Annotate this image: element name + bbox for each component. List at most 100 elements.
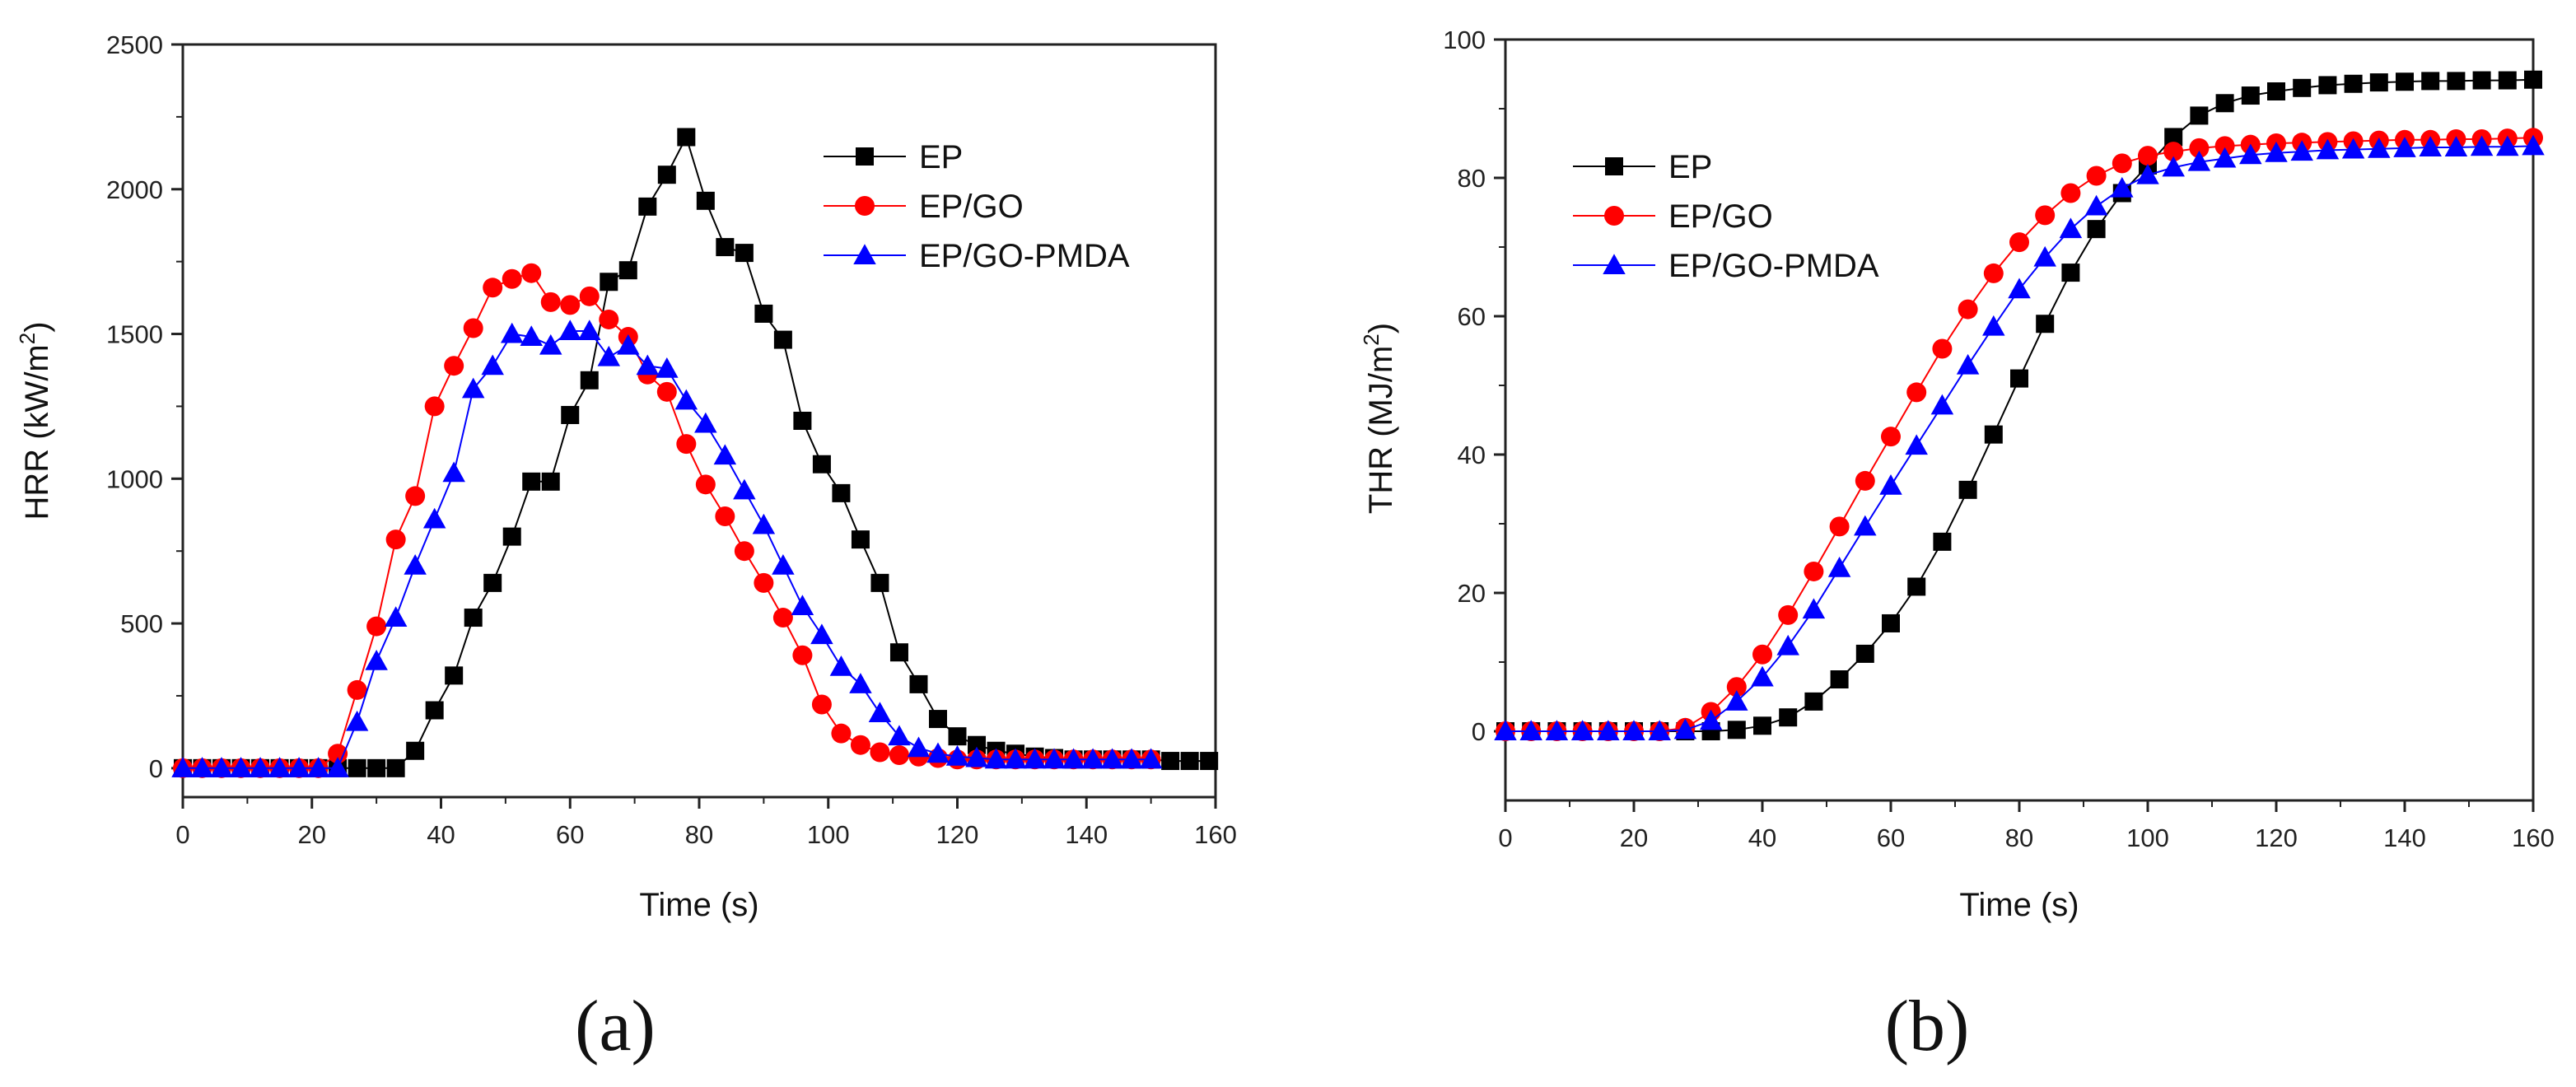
x-tick-label: 160 — [2512, 823, 2555, 852]
data-point-ep-go-pmda — [171, 757, 194, 777]
data-point-ep-go — [811, 694, 832, 715]
data-point-ep-go-pmda — [1545, 720, 1569, 740]
data-point-ep — [638, 197, 657, 216]
data-point-ep — [968, 735, 987, 754]
legend-entry: EP/GO — [1573, 198, 1773, 235]
plot-frame — [181, 43, 1217, 799]
series-group — [171, 128, 1219, 778]
data-point-ep — [1200, 752, 1219, 771]
data-point-ep-go-pmda — [1570, 720, 1594, 740]
data-point-ep-go — [405, 486, 426, 506]
data-point-ep-go — [2138, 146, 2158, 166]
data-point-ep — [425, 701, 444, 720]
x-tick-label: 100 — [807, 820, 850, 849]
x-tick-label: 20 — [298, 820, 326, 849]
axis-ticks: 0 20 40 60 80 100 120 140 160 0 20 40 60 80 100 — [1443, 26, 2555, 852]
data-point-ep — [348, 758, 366, 777]
data-point-ep — [2267, 82, 2285, 100]
data-point-ep — [2164, 128, 2183, 147]
x-tick-label: 100 — [2126, 823, 2169, 852]
data-point-ep — [1984, 425, 2003, 444]
data-point-ep — [870, 573, 889, 592]
y-tick-label: 80 — [1458, 164, 1486, 193]
data-point-ep — [2344, 74, 2363, 93]
data-point-ep — [2010, 369, 2028, 388]
data-point-ep-go-pmda — [2136, 163, 2159, 184]
data-point-ep-go-pmda — [1622, 720, 1645, 740]
data-point-ep-go — [328, 744, 348, 764]
data-point-ep — [1727, 721, 1746, 739]
x-tick-label: 60 — [1877, 823, 1905, 852]
data-point-ep — [1907, 577, 1926, 596]
data-point-ep — [541, 472, 560, 491]
data-point-ep — [600, 273, 618, 292]
data-point-ep-go-pmda — [752, 513, 776, 534]
y-axis-title: THR (MJ/m2) — [1359, 323, 1399, 514]
data-point-ep-go-pmda — [2033, 245, 2056, 267]
data-point-ep-go-pmda — [636, 354, 660, 376]
data-point-ep-go-pmda — [888, 725, 911, 746]
data-point-ep-go — [772, 608, 793, 628]
data-point-ep-go-pmda — [2393, 137, 2416, 157]
data-point-ep-go — [424, 396, 445, 417]
data-point-ep — [832, 483, 851, 502]
data-point-ep-go-pmda — [384, 606, 408, 627]
data-point-ep-go-pmda — [2187, 150, 2211, 171]
data-point-ep-go-pmda — [1802, 598, 1826, 619]
data-point-ep — [1958, 480, 1977, 499]
data-point-ep-go-pmda — [907, 736, 931, 758]
data-point-ep-go — [483, 278, 503, 298]
data-point-ep — [909, 674, 928, 693]
data-point-ep-go — [540, 292, 561, 312]
data-point-ep-go — [1906, 382, 1927, 403]
y-tick-label: 60 — [1458, 302, 1486, 331]
data-point-ep-go — [870, 742, 890, 763]
data-point-ep-go — [502, 268, 522, 289]
x-tick-label: 160 — [1194, 820, 1237, 849]
y-axis-title: HRR (kW/m2) — [15, 321, 55, 520]
data-point-ep-go-pmda — [945, 745, 969, 766]
legend-entry: EP/GO — [824, 189, 1024, 225]
data-point-ep-go-pmda — [2265, 142, 2288, 162]
data-point-ep-go-pmda — [365, 650, 388, 670]
data-point-ep-go — [1855, 470, 1875, 491]
series-line-ep — [183, 134, 1210, 769]
series-group — [1494, 70, 2545, 741]
data-point-ep-go — [1778, 604, 1799, 625]
data-point-ep-go-pmda — [306, 757, 330, 777]
data-point-ep-go — [831, 723, 852, 744]
data-point-ep-go-pmda — [1751, 665, 1774, 687]
data-point-ep-go-pmda — [1905, 434, 1928, 455]
data-point-ep — [464, 609, 483, 627]
data-point-ep-go-pmda — [404, 554, 427, 575]
data-point-ep — [1830, 670, 1849, 688]
data-point-ep-go-pmda — [229, 757, 253, 777]
data-point-ep-go-pmda — [1519, 720, 1542, 740]
data-point-ep-go-pmda — [210, 757, 233, 777]
data-point-ep-go — [521, 263, 542, 283]
data-point-ep — [948, 727, 967, 746]
data-point-ep-go — [1983, 263, 2004, 283]
data-point-ep-go-pmda — [1004, 748, 1027, 769]
data-point-ep — [1779, 708, 1798, 727]
legend-entry: EP/GO-PMDA — [1573, 248, 1879, 284]
series-ep — [1496, 70, 2542, 740]
data-point-ep-go-pmda — [190, 757, 214, 777]
data-point-ep — [2498, 71, 2517, 90]
data-point-ep-go-pmda — [1854, 515, 1877, 536]
x-tick-label: 140 — [2383, 823, 2426, 852]
data-point-ep-go-pmda — [2239, 143, 2262, 165]
y-tick-label: 0 — [149, 754, 163, 783]
x-axis-title: Time (s) — [639, 887, 758, 923]
data-point-ep — [1804, 692, 1823, 711]
data-point-ep-go-pmda — [617, 334, 640, 355]
data-point-ep-go-pmda — [733, 478, 756, 500]
x-tick-label: 80 — [2005, 823, 2033, 852]
data-point-ep — [2421, 72, 2440, 91]
series-ep-go-pmda — [171, 320, 1163, 777]
x-tick-label: 120 — [2255, 823, 2298, 852]
data-point-ep — [618, 261, 637, 280]
data-point-ep — [386, 758, 405, 777]
legend-marker — [1605, 157, 1623, 175]
